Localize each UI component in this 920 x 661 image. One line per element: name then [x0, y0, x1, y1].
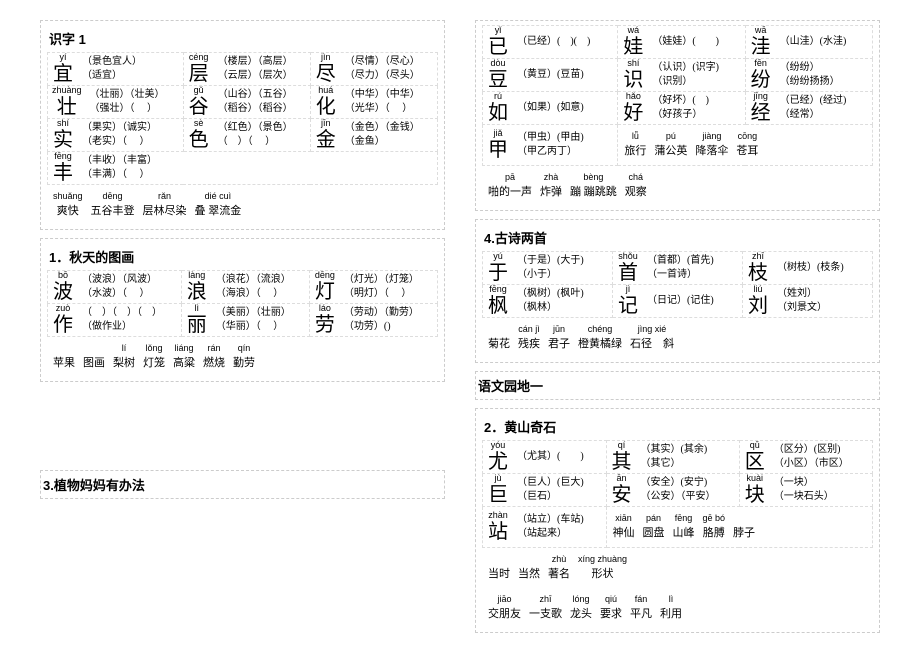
section-qiutian: 1．秋天的图画 bō波（波浪）（风波）（水波）（ ） làng浪（浪花）（流浪）…: [40, 238, 445, 382]
title-shizi1: 识字 1: [47, 25, 438, 52]
ruby-word: 苹果: [53, 341, 75, 373]
ruby-word: bèng蹦 蹦跳跳: [570, 170, 617, 202]
title-yuandi: 语文园地一: [476, 372, 879, 399]
grid-rt: yǐ已（已经）( )( ) wá娃（娃娃）( ) wā洼（山洼）(水洼) dòu…: [482, 25, 873, 166]
foot-rt: pā啪的一声 zhà炸弹 bèng蹦 蹦跳跳 chá观察: [482, 166, 873, 206]
rt-r4-words: lǚ旅行 pú蒲公英jiàng降落伞 cōng苍耳: [618, 125, 872, 165]
ruby-word: liáng高粱: [173, 341, 195, 373]
grid-s4: yú于（于是）(大于)（小于） shǒu首（首都）(首先)（一首诗） zhī枝（…: [482, 251, 873, 318]
ruby-word: xiān神仙: [613, 511, 635, 543]
ruby-word: dié cuì叠 翠流金: [195, 189, 242, 221]
ruby-word: chéng橙黄橘绿: [578, 322, 622, 354]
ruby-word: fēng山峰: [673, 511, 695, 543]
grid-s6: yóu尤（尤其）( ) qí其（其实）(其余)（其它） qū区（区分）(区别)（…: [482, 440, 873, 548]
ruby-word: 菊花: [488, 322, 510, 354]
section-huangshan: 2．黄山奇石 yóu尤（尤其）( ) qí其（其实）(其余)（其它） qū区（区…: [475, 408, 880, 633]
ruby-word: rán燃烧: [203, 341, 225, 373]
ruby-word: pā啪的一声: [488, 170, 532, 202]
title-gushi: 4.古诗两首: [482, 224, 873, 251]
right-column: yǐ已（已经）( )( ) wá娃（娃娃）( ) wā洼（山洼）(水洼) dòu…: [475, 20, 880, 641]
section-gushi: 4.古诗两首 yú于（于是）(大于)（小于） shǒu首（首都）(首先)（一首诗…: [475, 219, 880, 363]
ruby-word: gē bó胳膊: [703, 511, 726, 543]
foot-shizi1: shuǎng爽快 dēng五谷丰登rǎn层林尽染dié cuì叠 翠流金: [47, 185, 438, 225]
grid-s2: bō波（波浪）（风波）（水波）（ ） làng浪（浪花）（流浪）（海浪）（ ） …: [47, 270, 438, 337]
foot-s4: 菊花 cán jì残疾 jūn君子 chéng橙黄橘绿jìng xié石径 斜: [482, 318, 873, 358]
foot-s6a: 当时 当然 zhù著名 xíng zhuàng形状: [482, 548, 873, 588]
ruby-word: zhī一支歌: [529, 592, 562, 624]
ruby-word: chá观察: [625, 170, 647, 202]
ruby-word: dēng五谷丰登: [91, 189, 135, 221]
title-qiutian: 1．秋天的图画: [47, 243, 438, 270]
section-shizi1: 识字 1 yí宜（景色宜人）（适宜） céng层（楼层）（高层）（云层）（层次）…: [40, 20, 445, 230]
spacer: [40, 390, 445, 470]
title-huangshan: 2．黄山奇石: [482, 413, 873, 440]
foot-s2: 苹果 图画 lí梨树 lǒng灯笼 liáng高粱 rán燃烧 qín勤劳: [47, 337, 438, 377]
ruby-word: cán jì残疾: [518, 322, 540, 354]
ruby-word: jiàng降落伞: [695, 129, 728, 161]
ruby-word: shuǎng爽快: [53, 189, 83, 221]
ruby-word: jiāo交朋友: [488, 592, 521, 624]
ruby-word: zhù著名: [548, 552, 570, 584]
s6-r3-words: xiān神仙 pán圆盘 fēng山峰 gē bó胳膊 脖子: [607, 507, 873, 547]
ruby-word: pán圆盘: [643, 511, 665, 543]
ruby-word: lǚ旅行: [624, 129, 646, 161]
ruby-word: fán平凡: [630, 592, 652, 624]
section-zhiwu: 3.植物妈妈有办法: [40, 470, 445, 499]
ruby-word: cōng苍耳: [736, 129, 758, 161]
section-right-top: yǐ已（已经）( )( ) wá娃（娃娃）( ) wā洼（山洼）(水洼) dòu…: [475, 20, 880, 211]
ruby-word: jūn君子: [548, 322, 570, 354]
ruby-word: zhà炸弹: [540, 170, 562, 202]
grid-shizi1: yí宜（景色宜人）（适宜） céng层（楼层）（高层）（云层）（层次） jìn尽…: [47, 52, 438, 185]
title-zhiwu: 3.植物妈妈有办法: [41, 471, 444, 498]
ruby-word: lǒng灯笼: [143, 341, 165, 373]
ruby-word: rǎn层林尽染: [143, 189, 187, 221]
ruby-word: lì利用: [660, 592, 682, 624]
ruby-word: jìng xié石径 斜: [630, 322, 674, 354]
section-yuanddi: 语文园地一: [475, 371, 880, 400]
foot-s6b: jiāo交朋友zhī一支歌 lóng龙头 qiú要求 fán平凡 lì利用: [482, 588, 873, 628]
ruby-word: 图画: [83, 341, 105, 373]
ruby-word: qiú要求: [600, 592, 622, 624]
ruby-word: lóng龙头: [570, 592, 592, 624]
ruby-word: pú蒲公英: [654, 129, 687, 161]
ruby-word: xíng zhuàng形状: [578, 552, 627, 584]
left-column: 识字 1 yí宜（景色宜人）（适宜） céng层（楼层）（高层）（云层）（层次）…: [40, 20, 445, 641]
ruby-word: 当然: [518, 552, 540, 584]
ruby-word: 当时: [488, 552, 510, 584]
ruby-word: qín勤劳: [233, 341, 255, 373]
ruby-word: lí梨树: [113, 341, 135, 373]
ruby-word: 脖子: [733, 511, 755, 543]
